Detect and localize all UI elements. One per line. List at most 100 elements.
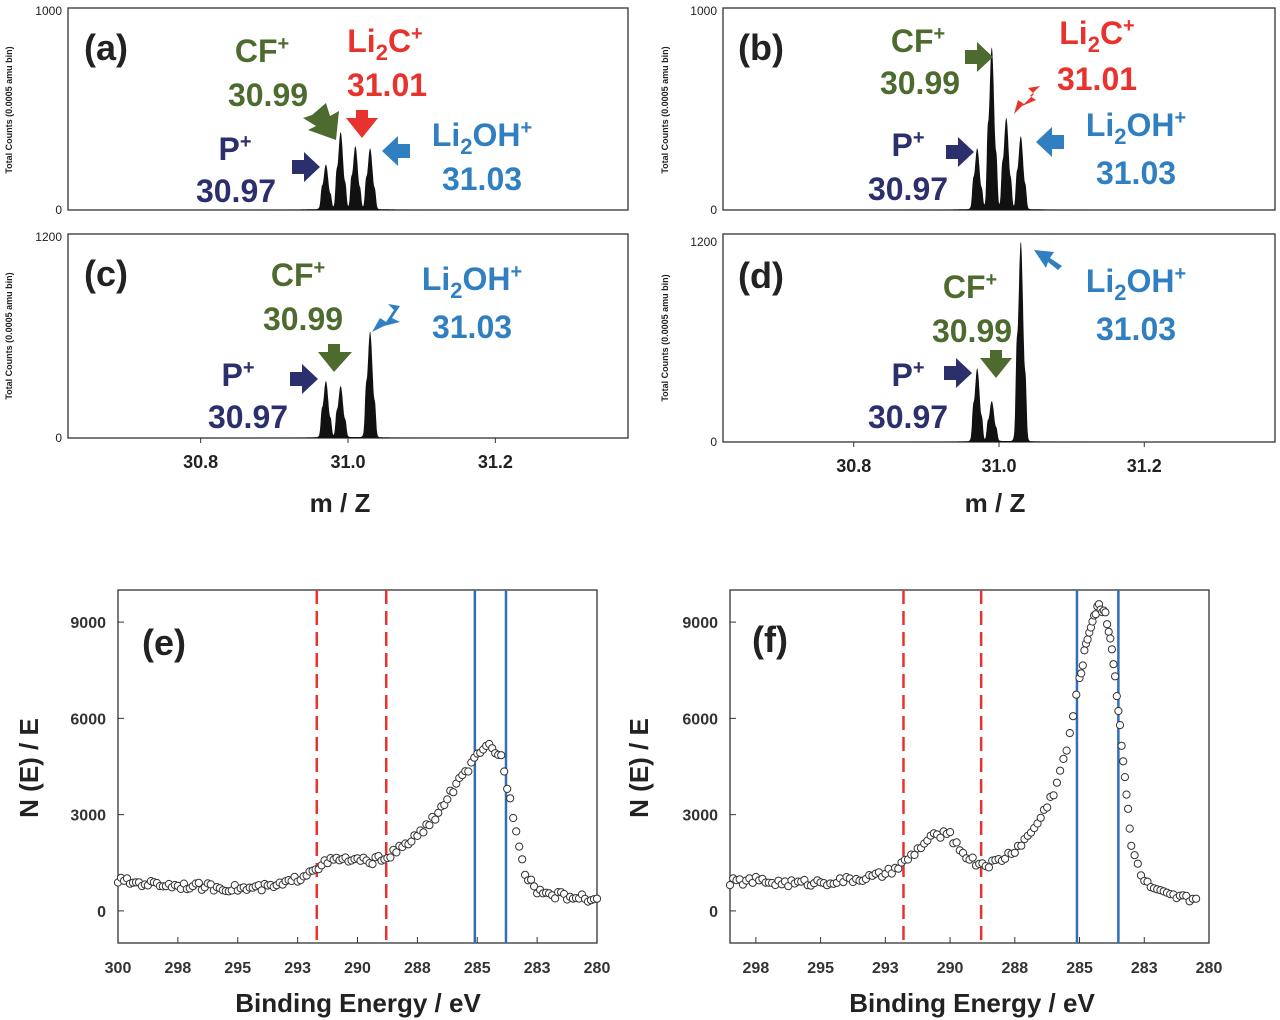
- panel-f-data-point: [1017, 841, 1026, 850]
- panel-f-data-point: [1124, 804, 1133, 813]
- mz-axis-title-right: m / Z: [965, 488, 1026, 518]
- panel-c-cf-arrow: [318, 344, 352, 372]
- panel-e-data-point: [497, 751, 506, 760]
- panel-d-y-axis-label: Total Counts (0.0005 amu bin): [660, 274, 670, 401]
- panel-f-data-point: [984, 863, 994, 872]
- panel-f-data-point: [1133, 859, 1142, 868]
- panel-f-data-point: [1036, 813, 1045, 822]
- panel-e-label: (e): [142, 622, 186, 663]
- panel-c-label: (c): [84, 253, 128, 294]
- panel-f-data-point: [1059, 754, 1068, 764]
- panel-b-li2oh-mass: 31.03: [1096, 155, 1176, 191]
- panel-f-label: (f): [752, 619, 788, 660]
- panel-b-cf-arrow: [965, 42, 993, 72]
- panel-f-data-point: [1125, 824, 1134, 833]
- panel-d-cf-mass: 30.99: [932, 313, 1012, 349]
- panel-f-xtick-label: 298: [743, 960, 770, 977]
- panel-f-data-point: [1122, 790, 1131, 799]
- panel-f-data-point: [1101, 608, 1110, 617]
- panel-e-xtick-label: 300: [105, 960, 132, 977]
- panel-a-li2oh-arrow: [382, 136, 410, 166]
- panel-a-y-axis-label: Total Counts (0.0005 amu bin): [4, 46, 14, 173]
- panel-f-reference-lines: [902, 590, 1120, 943]
- panel-a-cf-arrow: [303, 103, 339, 140]
- panel-c-xtick-label: 31.0: [330, 452, 365, 472]
- panel-d-li2oh-ion: Li2OH+: [1086, 263, 1186, 305]
- panel-b-p-mass: 30.97: [868, 171, 948, 207]
- panel-e-xtick-label: 288: [404, 960, 431, 977]
- panel-d-li2oh-mass: 31.03: [1096, 311, 1176, 347]
- panel-f-data-point: [1117, 741, 1126, 750]
- panel-f-data-point: [1049, 791, 1058, 800]
- panel-f-ytick-label: 6000: [682, 711, 718, 728]
- panel-c-li2oh-arrow: [372, 304, 400, 332]
- panel-e-data-point: [592, 894, 602, 903]
- panel-e-data-point: [506, 794, 515, 803]
- panel-f-data-point: [1056, 766, 1065, 775]
- panel-d-p-arrow: [944, 358, 972, 388]
- panel-f-x-axis-title: Binding Energy / eV: [849, 988, 1095, 1018]
- panel-e-data-point: [425, 821, 434, 830]
- panel-f-data-point: [1127, 841, 1136, 850]
- panel-b-label: (b): [738, 27, 784, 68]
- panel-f-ytick-label: 0: [709, 904, 718, 921]
- panel-e-data-point: [500, 767, 509, 776]
- panel-e-y-axis-title: N (E) / E: [14, 718, 44, 818]
- panel-b-li2c-mass: 31.01: [1057, 61, 1137, 97]
- panel-b-ytick-zero: 0: [710, 203, 717, 217]
- panel-e-data-point: [518, 855, 527, 864]
- panel-e-xtick-label: 298: [165, 960, 192, 977]
- panel-f-data-point: [1010, 848, 1019, 857]
- panel-d-xtick-label: 31.0: [981, 456, 1016, 476]
- panel-c-ytick-zero: 0: [55, 431, 62, 445]
- panel-f-data-point: [1104, 627, 1113, 636]
- panel-c-x-ticks: 30.8 31.0 31.2: [183, 438, 513, 472]
- panel-f-data-point: [1078, 661, 1087, 670]
- panel-f-data-point: [910, 850, 919, 860]
- panel-a-li2c-arrow: [346, 110, 378, 138]
- panel-d-p-ion: P+: [891, 357, 924, 393]
- panel-c-xtick-label: 31.2: [478, 452, 513, 472]
- panel-d-ytick-max: 1200: [690, 235, 717, 249]
- panel-c-p-mass: 30.97: [208, 399, 288, 435]
- panel-b-y-axis-label: Total Counts (0.0005 amu bin): [660, 46, 670, 173]
- panel-e-data-point: [530, 882, 539, 891]
- panel-d-cf-ion: CF+: [943, 269, 997, 305]
- panel-b-frame: [722, 7, 1276, 211]
- panel-f-ytick-label: 3000: [682, 808, 718, 825]
- panel-a-p-arrow: [292, 152, 320, 182]
- panel-a-li2c-ion: Li2C+: [347, 23, 422, 65]
- panel-c: Total Counts (0.0005 amu bin) 1200 0 30.…: [4, 230, 629, 472]
- panel-c-p-ion: P+: [221, 357, 254, 393]
- panel-e-data-points: [113, 739, 602, 906]
- panel-b-li2oh-arrow: [1036, 127, 1064, 157]
- panel-e-ytick-label: 0: [97, 904, 106, 921]
- panel-c-cf-mass: 30.99: [263, 301, 343, 337]
- panel-f-data-point: [1080, 646, 1089, 655]
- panel-b: Total Counts (0.0005 amu bin) 1000 0 (b)…: [660, 4, 1276, 217]
- panel-d-ytick-zero: 0: [710, 435, 717, 449]
- panel-c-p-arrow: [290, 364, 318, 394]
- panel-f-data-point: [1106, 634, 1115, 643]
- panel-f-data-point: [1114, 706, 1123, 716]
- panel-a-li2oh-mass: 31.03: [442, 161, 522, 197]
- panel-f: 298 295 293 290 288 285 283 280 0 3000 6000 9000 (f…: [624, 589, 1222, 1018]
- panel-c-ytick-max: 1200: [35, 230, 62, 244]
- panel-f-xtick-label: 295: [807, 960, 834, 977]
- panel-f-data-point: [1062, 746, 1071, 755]
- panel-f-data-point: [1103, 620, 1112, 629]
- panel-a-ytick-max: 1000: [35, 4, 62, 18]
- panel-f-data-point: [1072, 690, 1081, 699]
- panel-e-data-point: [464, 767, 473, 776]
- panel-e-ticks: 300 298 295 293 290 288 285 283 280 0 3000 6000 9000: [70, 615, 610, 977]
- panel-e-data-point: [194, 878, 203, 888]
- panel-f-ticks: 298 295 293 290 288 285 283 280 0 3000 6000 9000: [682, 615, 1222, 977]
- panel-f-data-point: [1109, 660, 1118, 669]
- panel-f-data-point: [1052, 778, 1062, 787]
- panel-b-spectrum: [723, 47, 1275, 211]
- panel-e-data-point: [515, 842, 524, 851]
- panel-c-frame: [67, 233, 629, 439]
- panel-c-cf-ion: CF+: [271, 257, 325, 293]
- panel-e-xtick-label: 293: [284, 960, 311, 977]
- panel-f-data-point: [1130, 851, 1139, 860]
